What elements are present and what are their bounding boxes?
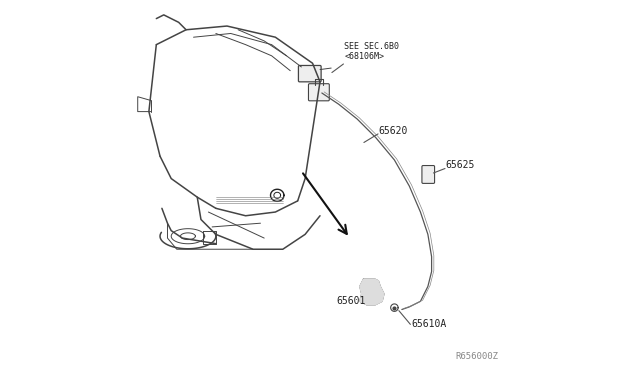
Text: 65620: 65620 — [379, 126, 408, 136]
FancyBboxPatch shape — [298, 65, 321, 82]
FancyBboxPatch shape — [308, 84, 330, 101]
Text: 65610A: 65610A — [411, 320, 446, 329]
Text: 65625: 65625 — [445, 160, 475, 170]
Text: R656000Z: R656000Z — [456, 352, 499, 361]
Text: 65601: 65601 — [337, 296, 366, 305]
Text: SEE SEC.6B0
<68106M>: SEE SEC.6B0 <68106M> — [344, 42, 399, 61]
FancyBboxPatch shape — [422, 166, 435, 183]
Polygon shape — [360, 279, 384, 305]
